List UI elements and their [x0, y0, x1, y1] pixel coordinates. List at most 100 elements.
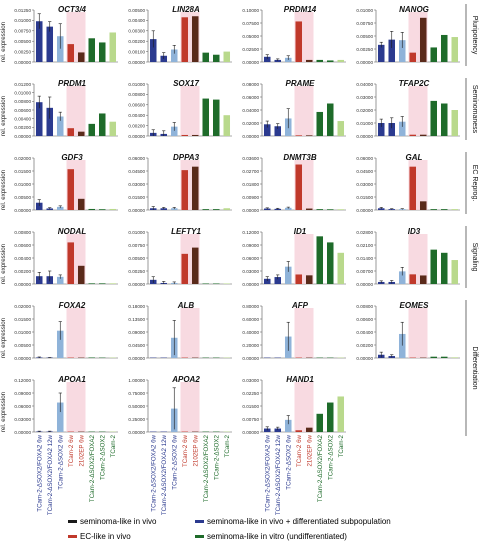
panel-oct34: 0.00000 0.00250 0.00500 0.00750 0.01000 0.012… [0, 5, 118, 65]
y-tick-label: 0.00800 [14, 99, 31, 104]
y-tick-label: 0.00700 [356, 269, 373, 274]
y-tick-label: 0.00200 [14, 269, 31, 274]
panel-nanog: 0.00000 0.00250 0.00500 0.00750 0.01000 NANOG [356, 5, 460, 65]
bar [223, 115, 231, 136]
bar [98, 209, 106, 210]
y-tick-label: 0.00000 [14, 430, 31, 435]
bar [202, 209, 210, 210]
ec-highlight [66, 86, 86, 136]
y-tick-label: 0.00500 [14, 39, 31, 44]
ec-highlight [294, 86, 314, 136]
y-axis-label: rel. expression [0, 317, 7, 358]
panel-dnmt3b: 0.00000 0.00900 0.01800 0.02700 0.03600 DNMT3… [242, 153, 346, 213]
bar [305, 208, 313, 210]
bar [274, 277, 282, 284]
y-tick-label: 0.60000 [242, 317, 259, 322]
bar [451, 110, 459, 136]
bar [409, 166, 417, 210]
bar [98, 113, 106, 136]
category-label: TCam-2-ΔSOX2/FOXA2 12w [161, 434, 168, 515]
y-tick-label: 0.06000 [128, 156, 145, 161]
y-tick-label: 0.20000 [242, 343, 259, 348]
y-tick-label: 0.00250 [14, 49, 31, 54]
panel-title: PRAME [286, 79, 316, 88]
bar [181, 17, 189, 63]
panel-alb: 0.00000 0.04500 0.09000 0.13500 0.18000 ALB [128, 301, 232, 361]
bar [98, 283, 106, 284]
panel-apoa1: 0.00000 0.03000 0.06000 0.09000 0.12000 APOA1… [0, 375, 118, 435]
bar [337, 59, 345, 62]
category-label: TCam-2-ΔSOX2/FOXA2 [203, 434, 210, 502]
legend-item-seminoma-in-vivo: seminoma-like in vivo [68, 517, 156, 526]
bar [440, 252, 448, 284]
bar [46, 107, 54, 136]
category-label: TCam-2-ΔSOX2/FOXA2 12w [47, 434, 54, 515]
group-label: EC Reprog. [471, 165, 478, 202]
category-label: TCam-2-ΔSOX2 6w [57, 434, 64, 489]
category-label: 2102EP 6w [192, 434, 199, 466]
bar [440, 356, 448, 358]
y-tick-label: 0.03000 [356, 95, 373, 100]
group-label-pluripotency: Pluripotency [465, 4, 478, 66]
y-tick-label: 0.00500 [128, 256, 145, 261]
y-tick-label: 0.02000 [356, 108, 373, 113]
bar [337, 396, 345, 432]
group-label: Differentiation [471, 346, 478, 389]
y-tick-label: 0.00200 [128, 39, 145, 44]
bar [337, 209, 345, 210]
category-label: TCam-2-ΔSOX2/FOXA2 [89, 434, 96, 502]
bar [191, 247, 199, 284]
y-tick-label: 0.00000 [128, 356, 145, 361]
bar [440, 103, 448, 136]
bar [88, 283, 96, 284]
panel-dppa3: 0.00000 0.01500 0.03000 0.04500 0.06000 DPPA3 [128, 153, 232, 213]
y-tick-label: 0.01000 [14, 182, 31, 187]
ec-highlight [294, 382, 314, 432]
category-label: TCam-2 [110, 434, 117, 457]
bar [274, 428, 282, 432]
y-tick-label: 0.09000 [14, 391, 31, 396]
group-label-differentiation: Differentiation [465, 300, 478, 436]
panel-title: LIN28A [172, 5, 200, 14]
y-tick-label: 0.01500 [14, 317, 31, 322]
panel-title: GAL [406, 153, 423, 162]
legend-swatch [195, 520, 204, 524]
bar [440, 34, 448, 62]
bar [326, 402, 334, 432]
bar [451, 260, 459, 284]
y-tick-label: 0.00000 [356, 282, 373, 287]
bar [295, 164, 303, 210]
y-tick-label: 0.00600 [14, 243, 31, 248]
bar [56, 206, 64, 210]
y-tick-label: 0.00500 [356, 34, 373, 39]
bar [263, 278, 271, 284]
category-label: TCam-2-ΔSOX2 6w [171, 434, 178, 489]
y-tick-label: 0.00000 [128, 60, 145, 65]
panel-title: ID1 [294, 227, 307, 236]
legend-label: seminoma-like in vivo [80, 517, 157, 526]
panel-tfap2c: 0.00000 0.01000 0.02000 0.03000 0.04000 TFAP2… [356, 79, 460, 139]
bar [326, 103, 334, 136]
y-tick-label: 0.02500 [242, 47, 259, 52]
panel-nodal: 0.00000 0.00200 0.00400 0.00600 0.00800 NODAL… [0, 227, 118, 287]
panel-title: HAND1 [286, 375, 314, 384]
y-tick-label: 0.00800 [128, 92, 145, 97]
y-tick-label: 0.00400 [128, 18, 145, 23]
y-tick-label: 0.00000 [242, 208, 259, 213]
bar [170, 49, 178, 62]
panel-title: NODAL [58, 227, 87, 236]
bar [170, 126, 178, 136]
y-tick-label: 0.09000 [242, 243, 259, 248]
bar [377, 44, 385, 62]
y-tick-label: 0.01400 [356, 256, 373, 261]
bar [295, 430, 303, 432]
y-tick-label: 0.00250 [356, 47, 373, 52]
y-tick-label: 0.02000 [242, 121, 259, 126]
y-tick-label: 0.00750 [128, 243, 145, 248]
bar [326, 242, 334, 284]
y-tick-label: 0.00000 [14, 60, 31, 65]
group-label: Seminomaness [471, 85, 478, 134]
y-tick-label: 0.02000 [14, 304, 31, 309]
panel-title: GDF3 [61, 153, 83, 162]
bar [77, 52, 85, 62]
